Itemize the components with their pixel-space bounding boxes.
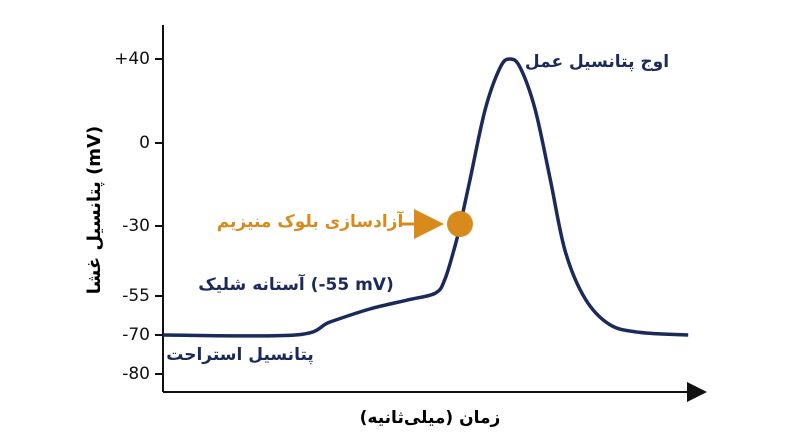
- y-tick-label: +40: [114, 49, 150, 69]
- y-tick-label: -70: [122, 325, 150, 345]
- annotation: پتانسیل استراحت: [166, 345, 314, 365]
- y-tick-label: -80: [122, 364, 150, 384]
- x-axis-label: زمان (میلی‌ثانیه): [360, 408, 501, 428]
- y-tick-label: -55: [122, 286, 150, 306]
- y-tick-label: 0: [139, 133, 150, 153]
- highlight-label: آزادسازی بلوک منیزیم: [217, 210, 405, 232]
- line: [162, 57, 689, 338]
- y-tick-label: -30: [122, 216, 150, 236]
- annotation: آستانه شلیک (-55 mV): [198, 273, 393, 295]
- y-axis-label: پتانسیل غشا (mV): [84, 126, 105, 294]
- annotation: اوج پتانسیل عمل: [525, 52, 669, 72]
- highlight-point: [446, 211, 473, 237]
